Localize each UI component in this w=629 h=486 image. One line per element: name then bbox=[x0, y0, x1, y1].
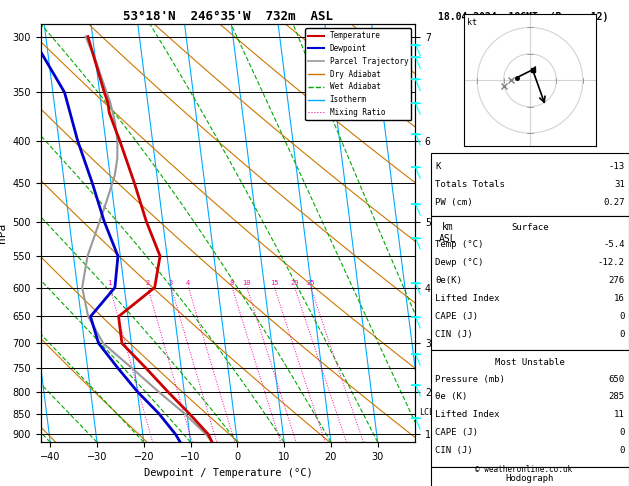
Y-axis label: hPa: hPa bbox=[0, 223, 7, 243]
Bar bbox=[431, 154, 629, 216]
Text: θe (K): θe (K) bbox=[435, 393, 467, 401]
Text: CAPE (J): CAPE (J) bbox=[435, 312, 478, 321]
Text: 2: 2 bbox=[145, 280, 150, 286]
Text: 25: 25 bbox=[306, 280, 314, 286]
Text: 1: 1 bbox=[108, 280, 112, 286]
Text: 4: 4 bbox=[186, 280, 191, 286]
Text: 276: 276 bbox=[609, 276, 625, 285]
Text: Totals Totals: Totals Totals bbox=[435, 180, 505, 189]
Text: Temp (°C): Temp (°C) bbox=[435, 240, 484, 249]
X-axis label: Dewpoint / Temperature (°C): Dewpoint / Temperature (°C) bbox=[143, 468, 313, 478]
Text: CIN (J): CIN (J) bbox=[435, 330, 473, 339]
Text: 11: 11 bbox=[614, 410, 625, 419]
Text: 31: 31 bbox=[614, 180, 625, 189]
Text: 0: 0 bbox=[620, 446, 625, 455]
Text: LCL: LCL bbox=[419, 408, 434, 417]
Legend: Temperature, Dewpoint, Parcel Trajectory, Dry Adiabat, Wet Adiabat, Isotherm, Mi: Temperature, Dewpoint, Parcel Trajectory… bbox=[305, 28, 411, 120]
Text: Lifted Index: Lifted Index bbox=[435, 410, 499, 419]
Text: θe(K): θe(K) bbox=[435, 276, 462, 285]
Text: 0.27: 0.27 bbox=[603, 198, 625, 207]
Text: CIN (J): CIN (J) bbox=[435, 446, 473, 455]
Text: 0: 0 bbox=[620, 428, 625, 437]
Text: Most Unstable: Most Unstable bbox=[495, 358, 565, 366]
Text: -12.2: -12.2 bbox=[598, 258, 625, 267]
Bar bbox=[431, 216, 629, 350]
Text: 8: 8 bbox=[230, 280, 234, 286]
Text: 18.04.2024  18GMT  (Base: 12): 18.04.2024 18GMT (Base: 12) bbox=[438, 12, 609, 22]
Text: 650: 650 bbox=[609, 375, 625, 383]
Bar bbox=[431, 350, 629, 467]
Y-axis label: km
ASL: km ASL bbox=[438, 223, 456, 244]
Title: 53°18'N  246°35'W  732m  ASL: 53°18'N 246°35'W 732m ASL bbox=[123, 10, 333, 23]
Text: 10: 10 bbox=[242, 280, 251, 286]
Text: Lifted Index: Lifted Index bbox=[435, 294, 499, 303]
Text: 16: 16 bbox=[614, 294, 625, 303]
Text: CAPE (J): CAPE (J) bbox=[435, 428, 478, 437]
Text: Surface: Surface bbox=[511, 223, 548, 232]
Text: 15: 15 bbox=[270, 280, 279, 286]
Text: 20: 20 bbox=[290, 280, 299, 286]
Text: © weatheronline.co.uk: © weatheronline.co.uk bbox=[475, 465, 572, 474]
Text: 285: 285 bbox=[609, 393, 625, 401]
Text: 3: 3 bbox=[169, 280, 173, 286]
Text: 0: 0 bbox=[620, 330, 625, 339]
Bar bbox=[431, 467, 629, 486]
Text: Pressure (mb): Pressure (mb) bbox=[435, 375, 505, 383]
Text: -13: -13 bbox=[609, 162, 625, 171]
Text: Mixing Ratio (g/kg): Mixing Ratio (g/kg) bbox=[440, 186, 450, 281]
Text: -5.4: -5.4 bbox=[603, 240, 625, 249]
Text: Dewp (°C): Dewp (°C) bbox=[435, 258, 484, 267]
Text: K: K bbox=[435, 162, 440, 171]
Text: 0: 0 bbox=[620, 312, 625, 321]
Text: PW (cm): PW (cm) bbox=[435, 198, 473, 207]
Text: Hodograph: Hodograph bbox=[506, 474, 554, 483]
